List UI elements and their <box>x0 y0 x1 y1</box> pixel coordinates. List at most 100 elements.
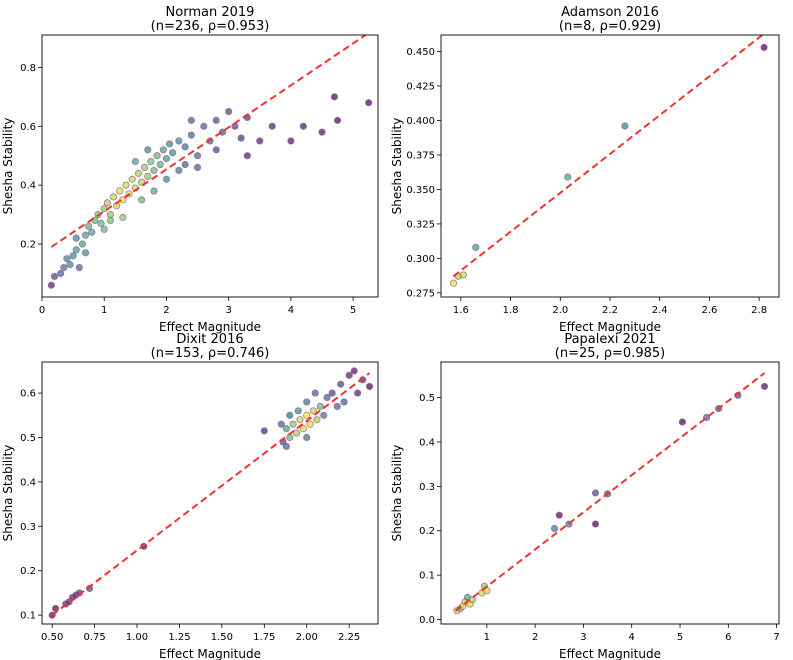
x-tick-label: 2.2 <box>602 305 618 316</box>
x-tick-label: 5 <box>350 305 356 316</box>
data-point <box>459 271 467 279</box>
plot-frame <box>440 34 780 298</box>
data-point <box>311 389 319 397</box>
data-point <box>88 228 96 236</box>
y-tick-label: 0.275 <box>406 288 435 299</box>
data-point <box>78 240 87 248</box>
data-point <box>212 146 220 154</box>
data-point <box>316 402 324 411</box>
y-tick-label: 0.400 <box>406 116 435 127</box>
data-point <box>63 255 71 263</box>
data-point <box>150 166 158 175</box>
chart-subtitle: (n=236, ρ=0.953) <box>151 19 270 34</box>
y-tick-label: 0.425 <box>406 82 435 93</box>
x-tick-label: 1.25 <box>168 632 190 643</box>
data-point <box>286 411 294 419</box>
data-point <box>328 389 336 397</box>
points-layer <box>48 367 374 619</box>
y-tick-label: 0.3 <box>20 522 36 533</box>
data-point <box>85 222 93 230</box>
data-point <box>100 225 108 233</box>
x-tick-label: 4 <box>288 305 294 316</box>
data-point <box>330 93 339 101</box>
data-point <box>200 122 208 130</box>
data-point <box>212 116 220 124</box>
data-point <box>260 427 268 435</box>
x-tick-label: 2.8 <box>751 305 767 316</box>
data-point <box>333 402 341 411</box>
y-axis-label: Shesha Stability <box>390 445 404 542</box>
data-point <box>309 407 318 415</box>
data-point <box>303 398 311 406</box>
y-tick-label: 0.6 <box>20 122 36 133</box>
data-point <box>137 196 146 204</box>
data-point <box>299 122 307 130</box>
data-point <box>289 420 297 428</box>
y-tick-label: 0.5 <box>419 393 435 404</box>
chart-subtitle: (n=153, ρ=0.746) <box>151 346 270 361</box>
data-point <box>337 380 345 388</box>
y-tick-label: 0.2 <box>20 566 36 577</box>
x-tick-label: 3 <box>225 305 231 316</box>
y-tick-label: 0.450 <box>406 47 435 58</box>
data-point <box>169 149 177 157</box>
data-point <box>340 398 348 406</box>
data-point <box>147 157 155 166</box>
data-point <box>175 137 183 145</box>
chart-title: Papalexi 2021 <box>564 332 655 347</box>
x-tick-label: 0.50 <box>41 632 63 643</box>
subplot-1: Norman 2019(n=236, ρ=0.953) Effect Magnit… <box>1 5 379 334</box>
data-point <box>119 213 127 222</box>
data-point <box>591 489 600 497</box>
y-axis-label: Shesha Stability <box>1 445 15 542</box>
x-tick-label: 6 <box>725 632 731 643</box>
data-point <box>550 524 559 533</box>
data-point <box>141 163 149 172</box>
x-tick-label: 1.8 <box>503 305 519 316</box>
data-point <box>66 261 74 269</box>
x-tick-label: 1.50 <box>211 632 233 643</box>
points-layer <box>453 372 769 615</box>
data-point <box>472 243 480 251</box>
x-tick-label: 2.25 <box>338 632 360 643</box>
plot-frame <box>41 34 379 298</box>
y-tick-label: 0.3 <box>419 482 435 493</box>
x-tick-label: 3 <box>580 632 586 643</box>
data-point <box>350 367 358 375</box>
data-point <box>468 595 476 604</box>
y-tick-label: 0.350 <box>406 185 435 196</box>
data-point <box>134 169 143 177</box>
chart-subtitle: (n=25, ρ=0.985) <box>555 346 665 361</box>
x-tick-label: 2 <box>532 632 538 643</box>
data-point <box>320 411 328 419</box>
data-point <box>165 140 174 148</box>
x-tick-label: 0 <box>39 305 45 316</box>
data-point <box>47 281 55 289</box>
x-tick-label: 1.75 <box>253 632 275 643</box>
points-layer <box>47 35 373 289</box>
data-point <box>81 231 90 239</box>
plot-frame <box>440 361 780 625</box>
y-tick-label: 0.8 <box>20 63 36 74</box>
data-point <box>106 216 115 225</box>
data-point <box>323 393 331 402</box>
data-point <box>193 152 202 160</box>
y-tick-label: 0.1 <box>419 571 435 582</box>
data-point <box>299 425 307 433</box>
data-point <box>103 199 111 207</box>
x-tick-label: 2.0 <box>552 305 568 316</box>
y-tick-label: 0.300 <box>406 254 435 265</box>
y-tick-label: 0.4 <box>20 181 36 192</box>
x-tick-label: 2.6 <box>701 305 717 316</box>
data-point <box>621 122 629 130</box>
y-axis-label: Shesha Stability <box>390 118 404 215</box>
fit-line <box>51 372 371 616</box>
data-point <box>97 219 105 228</box>
data-point <box>333 116 342 124</box>
data-point <box>365 99 373 107</box>
y-tick-label: 0.5 <box>20 433 36 444</box>
data-point <box>243 152 251 160</box>
subplot-3: Dixit 2016(n=153, ρ=0.746) Effect Magnitu… <box>1 332 379 660</box>
points-layer <box>449 35 768 287</box>
